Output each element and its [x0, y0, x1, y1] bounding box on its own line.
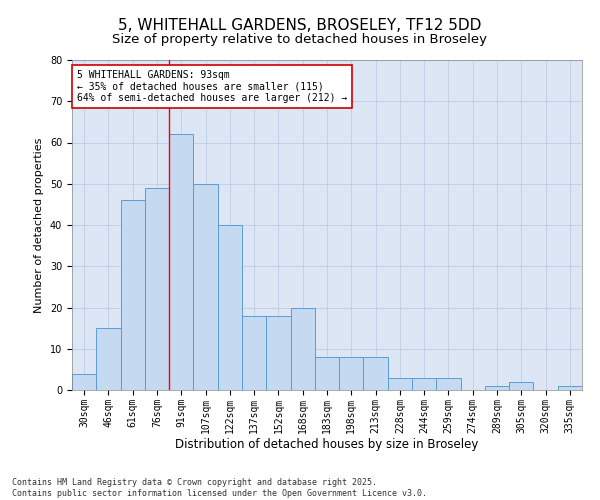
Bar	[72, 374, 96, 390]
Bar	[145, 188, 169, 390]
Text: 5, WHITEHALL GARDENS, BROSELEY, TF12 5DD: 5, WHITEHALL GARDENS, BROSELEY, TF12 5DD	[118, 18, 482, 32]
Bar	[339, 357, 364, 390]
Bar	[96, 328, 121, 390]
Text: 5 WHITEHALL GARDENS: 93sqm
← 35% of detached houses are smaller (115)
64% of sem: 5 WHITEHALL GARDENS: 93sqm ← 35% of deta…	[77, 70, 347, 103]
Bar	[290, 308, 315, 390]
Y-axis label: Number of detached properties: Number of detached properties	[34, 138, 44, 312]
Bar	[242, 316, 266, 390]
Bar	[485, 386, 509, 390]
Bar	[266, 316, 290, 390]
Bar	[218, 225, 242, 390]
X-axis label: Distribution of detached houses by size in Broseley: Distribution of detached houses by size …	[175, 438, 479, 452]
Bar	[558, 386, 582, 390]
Bar	[169, 134, 193, 390]
Bar	[509, 382, 533, 390]
Bar	[121, 200, 145, 390]
Bar	[436, 378, 461, 390]
Bar	[364, 357, 388, 390]
Bar	[193, 184, 218, 390]
Bar	[315, 357, 339, 390]
Bar	[388, 378, 412, 390]
Text: Size of property relative to detached houses in Broseley: Size of property relative to detached ho…	[113, 32, 487, 46]
Bar	[412, 378, 436, 390]
Text: Contains HM Land Registry data © Crown copyright and database right 2025.
Contai: Contains HM Land Registry data © Crown c…	[12, 478, 427, 498]
